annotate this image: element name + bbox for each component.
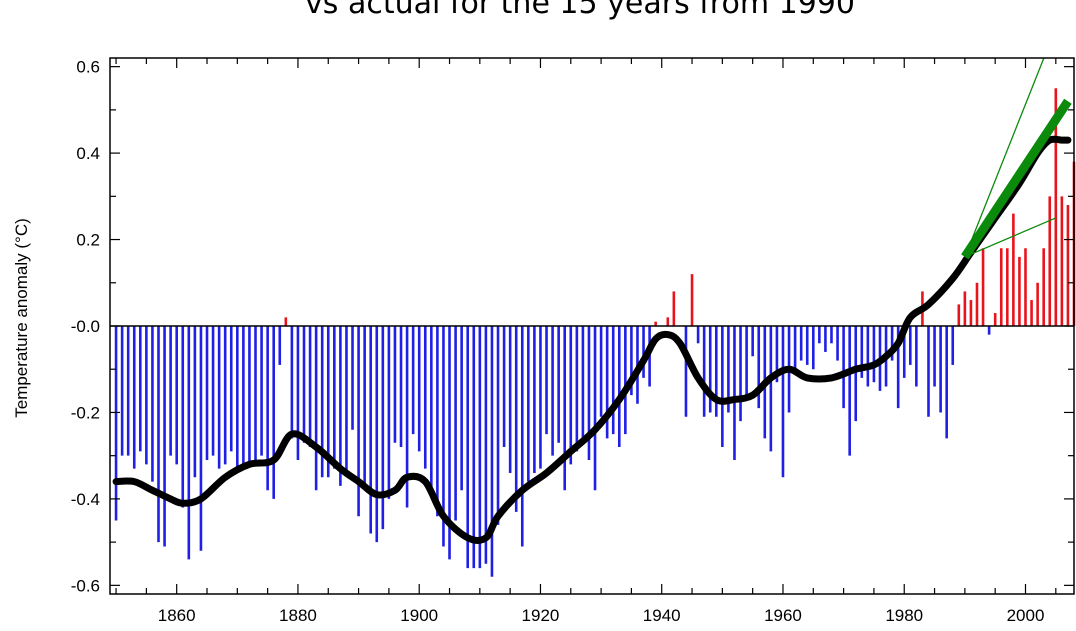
x-tick-label: 1880 [279,606,317,625]
projection-line-2 [964,58,1045,258]
x-tick-label: 1940 [643,606,681,625]
chart-title: vs actual for the 15 years from 1990 [305,0,855,21]
projection-line-1 [961,98,1072,260]
x-tick-label: 2000 [1007,606,1045,625]
y-axis-label: Temperature anomaly (°C) [12,218,31,418]
x-tick-label: 1900 [400,606,438,625]
x-tick-label: 1920 [522,606,560,625]
projection-lines [961,58,1072,260]
annual-bars [114,88,1076,577]
y-tick-label: -0.6 [71,576,100,595]
y-tick-label: -0.0 [71,317,100,336]
y-tick-label: -0.2 [71,403,100,422]
y-tick-label: 0.4 [76,144,100,163]
y-axis: 0.6 0.4 0.2 -0.0 -0.2 -0.4 -0.6 [71,58,1074,595]
x-tick-label: 1960 [764,606,802,625]
y-tick-label: -0.4 [71,490,100,509]
y-tick-label: 0.2 [76,231,100,250]
smoothed-trend-line [112,135,1072,544]
x-axis: 1860 1880 1900 1920 1940 1960 1980 2000 [115,58,1057,625]
x-tick-label: 1980 [885,606,923,625]
y-tick-label: 0.6 [76,58,100,77]
projection-line-3 [964,217,1057,258]
x-tick-label: 1860 [158,606,196,625]
